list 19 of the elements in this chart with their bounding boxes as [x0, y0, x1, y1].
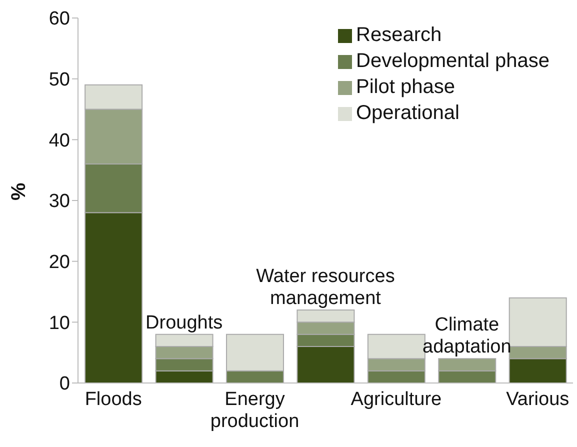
y-tick-label: 20 [48, 252, 70, 274]
legend-label: Developmental phase [356, 50, 550, 72]
legend-label: Operational [356, 102, 460, 124]
x-tick-label: Climate adaptation [422, 314, 512, 358]
x-tick-label: Water resources management [256, 266, 395, 309]
y-tick-label: 50 [48, 70, 70, 91]
y-tick-label: 0 [59, 374, 70, 395]
x-tick-label: Floods [84, 389, 142, 410]
x-tick-label: Various [506, 389, 570, 410]
y-tick-label: 10 [48, 312, 70, 334]
y-tick-label: 30 [48, 191, 70, 212]
legend-label: Pilot phase [356, 76, 455, 98]
x-tick-label: Droughts [146, 312, 223, 334]
x-tick-label: Agriculture [350, 389, 442, 410]
x-tick-label: Energy production [210, 389, 300, 432]
y-tick-label: 40 [48, 130, 70, 152]
legend-label: Research [356, 24, 442, 46]
y-tick-label: 60 [48, 8, 70, 30]
y-axis-title: % [8, 182, 30, 200]
